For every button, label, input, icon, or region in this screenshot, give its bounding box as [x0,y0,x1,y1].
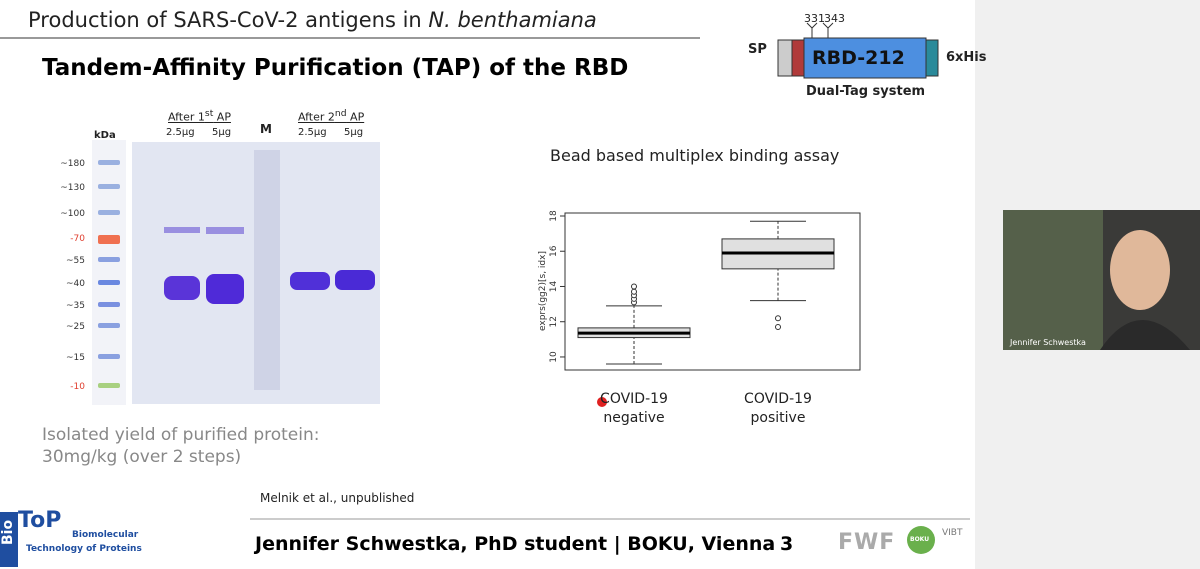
marker-label: ~55 [66,256,85,266]
domain-label: RBD-212 [812,47,905,69]
y-tick-label: 12 [549,316,559,327]
header: Production of SARS-CoV-2 antigens in N. … [28,8,597,32]
group-text: AP [213,110,231,124]
outlier [775,324,781,331]
lane-label: 2.5µg [166,127,195,138]
lane-label: 5µg [212,127,232,138]
group-sup: st [204,108,214,119]
x-tick-label: COVID-19 positive [744,391,812,426]
logo-top: ToP [18,508,62,533]
logo-fwf: FWF [838,530,896,555]
construct-caption: Dual-Tag system [806,84,926,99]
yield-line: Isolated yield of purified protein: [42,425,320,445]
logo-bio: Bio [0,519,16,545]
group-text: AP [346,110,365,124]
footer: Jennifer Schwestka, PhD student | BOKU, … [255,533,776,555]
plot-frame [564,212,861,371]
gel-bands [164,150,375,390]
ladder-band [98,354,120,359]
logo-line: Technology of Proteins [26,544,142,554]
y-tick-label: 14 [549,280,559,292]
construct-rbd [803,37,927,79]
subtitle: Tandem-Affinity Purification (TAP) of th… [42,55,629,81]
lane-label: 5µg [344,127,364,138]
ladder-band [98,210,120,215]
marker-label: -70 [70,234,85,244]
boku-logo [907,526,935,554]
marker-label: ~40 [66,279,85,289]
x-tick-label: COVID-19 negative [600,391,668,426]
yield: Isolated yield of purified protein: 30mg/… [42,424,319,468]
chart: 10 12 14 16 18 exprs(gg2)[s, idx] [538,210,835,365]
ladder-band [98,235,120,244]
video-shoulders [1100,320,1190,350]
marker-label: ~130 [60,183,85,193]
y-tick-label: 18 [549,210,559,222]
logo-vibt: VIBT [942,528,963,538]
y-tick-label: 16 [549,245,559,257]
marker-label: ~25 [66,322,85,332]
site-label: 331 [804,12,825,25]
ladder-band [98,280,120,285]
header-italic: N. benthamiana [428,8,597,32]
yield-line: 30mg/kg (over 2 steps) [42,447,242,467]
outlier [775,315,781,322]
ladder-band [98,302,120,307]
group-label: After 2nd AP [298,108,364,124]
marker-label: -10 [70,382,85,392]
marker-label: ~15 [66,353,85,363]
glyco-sites [806,22,834,38]
lane-label: 2.5µg [298,127,327,138]
sp-label: SP [748,42,767,57]
lane-label: M [260,122,272,136]
biotop-bar [0,512,18,567]
construct-his [925,39,939,77]
participant-name: Jennifer Schwestka [1010,338,1086,347]
outlier [631,288,637,295]
ladder-band [98,257,120,262]
ladder-band [98,184,120,189]
chart-title: Bead based multiplex binding assay [550,146,840,165]
video-background [1003,210,1103,350]
marker-label: ~100 [60,209,85,219]
video-person [1110,230,1170,310]
ladder-gel [92,140,126,405]
logo-boku: BOKU [910,536,930,543]
group-sup: nd [334,108,347,119]
site-label: 343 [824,12,845,25]
construct-sp2 [791,39,805,77]
citation: Melnik et al., unpublished [260,491,415,505]
header-title: Production of SARS-CoV-2 antigens in [28,8,429,32]
ladder-band [98,160,120,165]
ladder-band [98,323,120,328]
marker-label: ~180 [60,159,85,169]
y-axis-label: exprs(gg2)[s, idx] [538,251,548,331]
group-text: After 2 [298,110,335,124]
page-number: 3 [780,533,794,555]
kda-label: kDa [94,130,116,141]
y-tick-label: 10 [549,351,559,363]
group-label: After 1st AP [168,108,231,124]
logo-line: Biomolecular [72,530,139,540]
marker-label: ~35 [66,301,85,311]
tag-label: 6xHis [946,50,987,65]
cursor [597,397,607,407]
outlier [631,283,637,290]
group-text: After 1 [168,110,205,124]
ladder: ~180 ~130 ~100 -70 ~55 ~40 ~35 ~25 ~15 -10 [60,159,120,392]
ladder-band [98,383,120,388]
